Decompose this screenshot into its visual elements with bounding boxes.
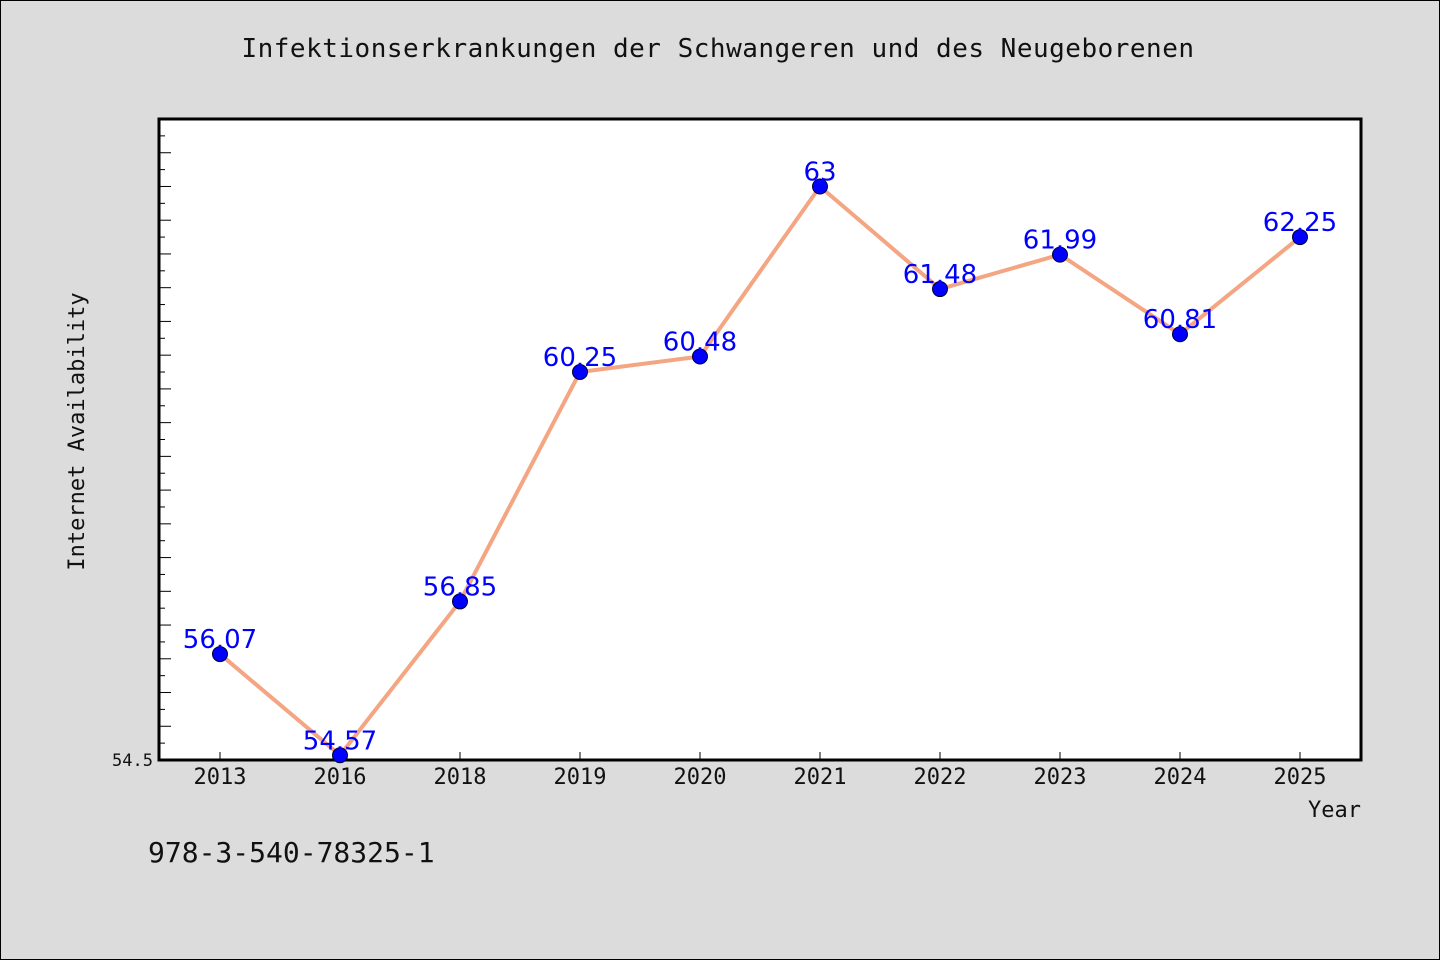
data-labels: 56.07 54.57 56.85 60.25 60.48 63 61.48 61.99 60.… [183,157,1337,756]
data-point [1172,326,1188,343]
x-tick-label: 2018 [434,765,487,790]
data-label: 62.25 [1263,208,1337,238]
series-line [218,184,1302,758]
data-label: 60.48 [663,328,737,358]
x-axis-label: Year [1308,798,1361,823]
x-tick-label: 2019 [554,765,607,790]
data-point [1292,229,1308,246]
x-tick-label: 2016 [314,765,367,790]
x-tick-label: 2022 [914,765,967,790]
chart-title: Infektionserkrankungen der Schwangeren u… [241,34,1195,64]
x-tick-label: 2024 [1154,765,1207,790]
x-tick-label: 2021 [794,765,847,790]
y-tick-label: 54.5 [112,751,153,771]
data-point [572,364,588,381]
data-label: 61.99 [1023,226,1097,256]
data-point [1052,246,1068,263]
data-label: 60.81 [1143,305,1217,335]
x-tick-label: 2013 [194,765,247,790]
x-axis-ticks: 2013 2016 2018 2019 2020 2021 2022 2023 2024 2025 [194,752,1327,790]
x-tick-label: 2020 [674,765,727,790]
x-tick-label: 2025 [1274,765,1327,790]
y-axis-ticks [159,118,171,761]
data-point [812,178,828,195]
isbn-text: 978-3-540-78325-1 [148,836,435,869]
data-label: 61.48 [903,260,977,290]
x-tick-label: 2023 [1034,765,1087,790]
data-label: 56.85 [423,572,497,602]
data-label: 56.07 [183,625,257,655]
data-point [452,593,468,610]
data-label: 54.57 [303,726,377,756]
series-markers [212,178,1308,764]
data-label: 60.25 [543,343,617,373]
plot-area [157,117,1363,762]
data-point [692,348,708,365]
data-point [932,281,948,298]
data-point [212,646,228,663]
data-label: 63 [803,157,836,187]
y-axis-label: Internet Availability [65,292,90,570]
data-point [332,747,348,764]
